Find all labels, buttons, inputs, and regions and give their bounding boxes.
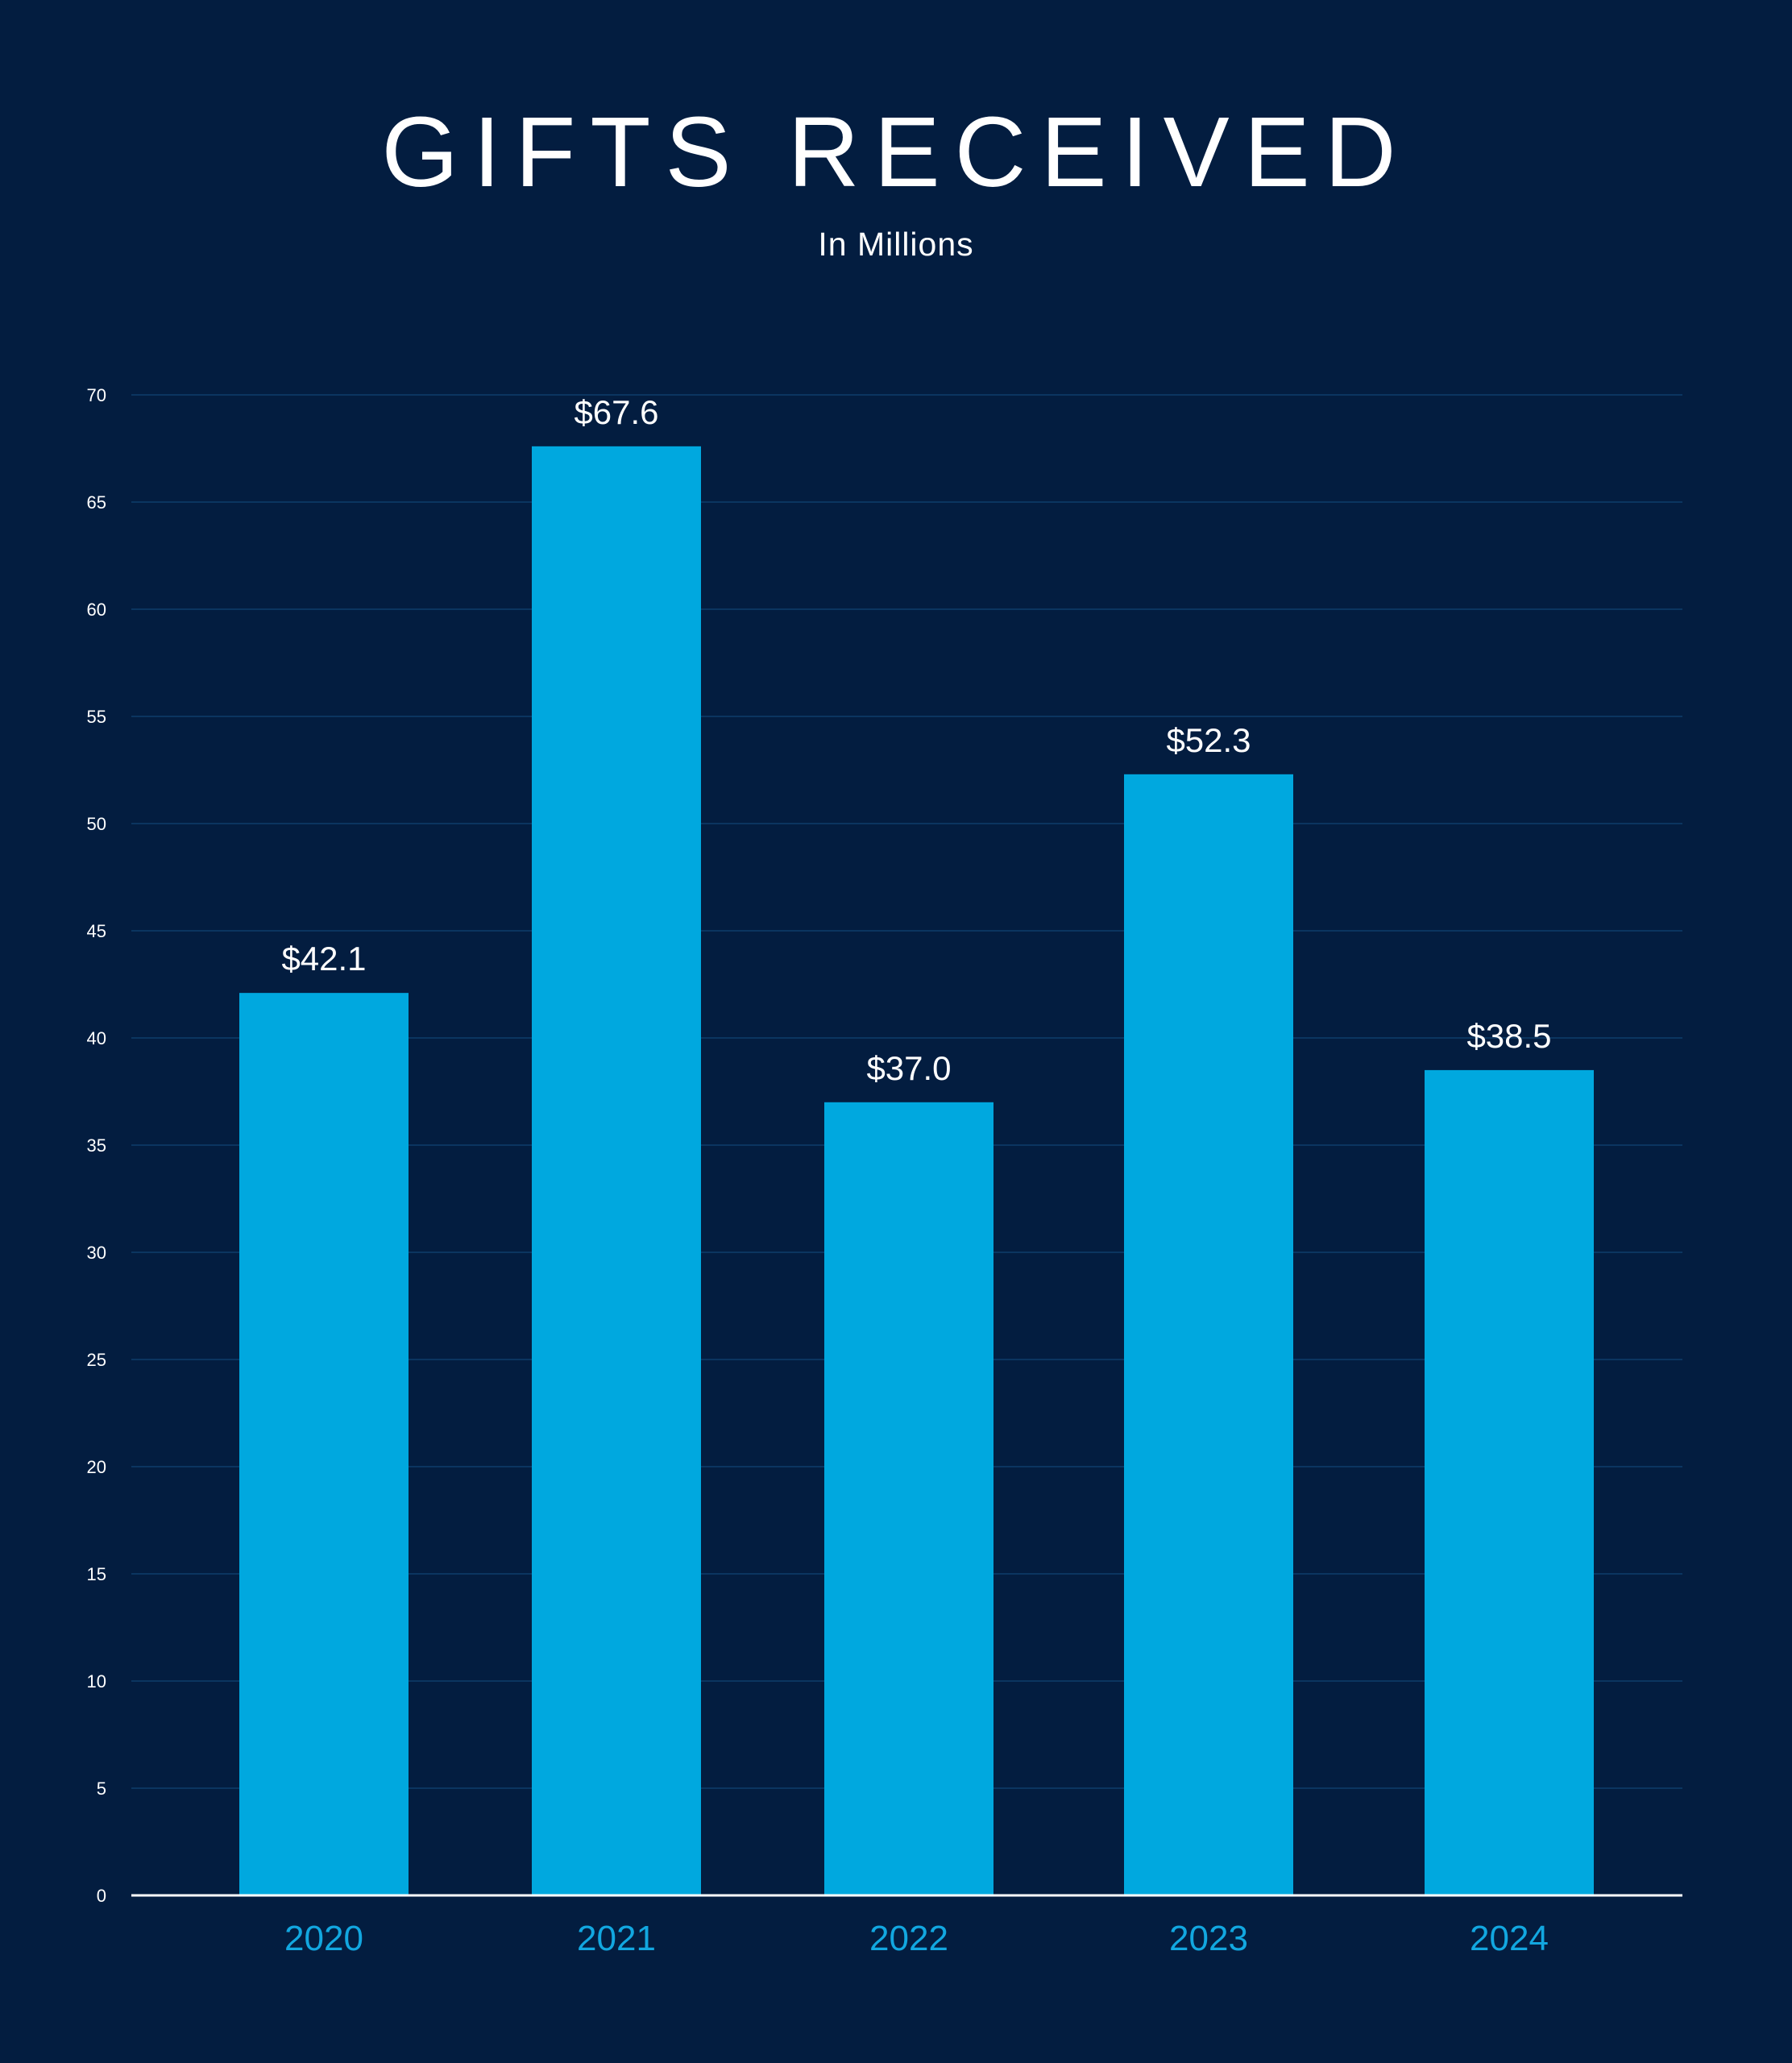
x-tick-label: 2021 (577, 1919, 656, 1958)
x-tick-label: 2023 (1169, 1919, 1248, 1958)
x-axis-labels: 2020 2021 2022 2023 2024 (284, 1919, 1549, 1958)
bar-2023 (1124, 774, 1293, 1895)
chart-title: GIFTS RECEIVED (381, 98, 1411, 208)
y-tick-label: 35 (87, 1135, 106, 1156)
y-tick-label: 55 (87, 707, 106, 727)
bar-2020 (239, 993, 409, 1895)
y-tick-label: 0 (97, 1886, 106, 1906)
x-tick-label: 2022 (869, 1919, 948, 1958)
bar-2024 (1425, 1069, 1594, 1895)
y-axis-ticks: 0 5 10 15 20 25 30 35 40 45 50 55 60 65 70 (87, 385, 106, 1906)
y-tick-label: 20 (87, 1457, 106, 1477)
y-tick-label: 40 (87, 1028, 106, 1048)
x-tick-label: 2020 (284, 1919, 363, 1958)
bar-2022 (824, 1102, 993, 1895)
bar-value-label: $42.1 (281, 940, 366, 978)
bars (239, 446, 1594, 1895)
y-tick-label: 10 (87, 1671, 106, 1691)
bar-2021 (532, 446, 701, 1895)
bar-value-labels: $42.1 $67.6 $37.0 $52.3 $38.5 (281, 393, 1551, 1087)
y-tick-label: 60 (87, 600, 106, 620)
y-tick-label: 15 (87, 1564, 106, 1584)
y-tick-label: 50 (87, 814, 106, 834)
y-tick-label: 5 (97, 1779, 106, 1799)
bar-value-label: $67.6 (574, 393, 658, 431)
y-tick-label: 45 (87, 921, 106, 941)
y-tick-label: 70 (87, 385, 106, 405)
y-tick-label: 25 (87, 1350, 106, 1370)
bar-value-label: $37.0 (866, 1049, 951, 1087)
x-tick-label: 2024 (1470, 1919, 1549, 1958)
y-tick-label: 30 (87, 1243, 106, 1263)
chart-subtitle: In Millions (818, 226, 974, 263)
y-tick-label: 65 (87, 492, 106, 513)
bar-value-label: $52.3 (1166, 721, 1251, 759)
bar-value-label: $38.5 (1466, 1017, 1551, 1055)
